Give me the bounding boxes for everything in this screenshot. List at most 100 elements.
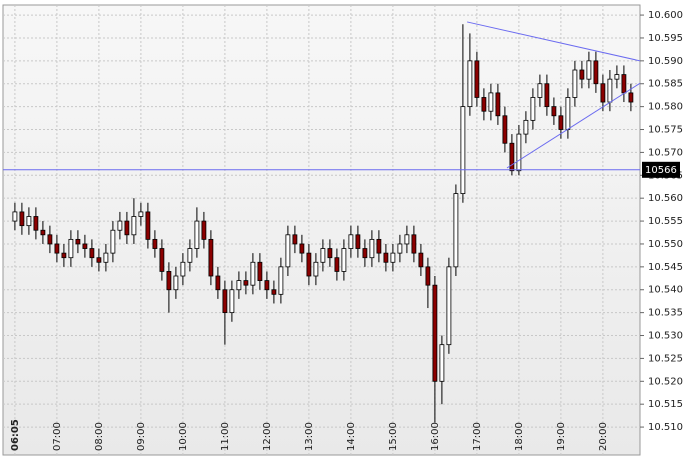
- x-tick-label: 09:00: [136, 422, 147, 451]
- candle-body: [96, 257, 102, 263]
- candle-body: [348, 234, 354, 249]
- candle-body: [432, 284, 438, 382]
- candle-body: [285, 234, 291, 268]
- candle-body: [544, 83, 550, 108]
- x-tick-label: 13:00: [304, 422, 315, 451]
- candle-body: [600, 83, 606, 103]
- candle-body: [565, 97, 571, 130]
- candle-body: [103, 252, 109, 263]
- candle-body: [467, 60, 473, 108]
- candle-body: [523, 119, 529, 135]
- plot-area: [2, 4, 641, 456]
- candle-body: [47, 234, 53, 245]
- candle-body: [89, 248, 95, 259]
- candle-body: [551, 106, 557, 117]
- candle-body: [180, 261, 186, 277]
- candle-body: [621, 74, 627, 94]
- candle-body: [446, 266, 452, 346]
- candle-body: [201, 220, 207, 240]
- candle-body: [418, 252, 424, 268]
- candle-body: [376, 238, 382, 254]
- candle-body: [586, 60, 592, 80]
- x-tick-label: 20:00: [598, 422, 609, 451]
- candle-body: [75, 238, 81, 245]
- candle-body: [355, 234, 361, 249]
- candle-body: [33, 216, 39, 231]
- candle-body: [54, 243, 60, 254]
- candle-body: [159, 248, 165, 272]
- candle-body: [383, 252, 389, 263]
- candle-body: [299, 243, 305, 254]
- x-tick-label: 07:00: [52, 422, 63, 451]
- candle-body: [579, 69, 585, 80]
- y-tick-label: 10.555: [648, 216, 683, 227]
- y-tick-label: 10.560: [648, 193, 683, 204]
- candle-body: [243, 280, 249, 286]
- candle-body: [194, 220, 200, 249]
- candle-body: [404, 234, 410, 245]
- candle-body: [12, 211, 18, 222]
- candle-body: [215, 275, 221, 291]
- y-tick-label: 10.590: [648, 56, 683, 67]
- candle-body: [516, 133, 522, 172]
- candle-body: [152, 238, 158, 249]
- candle-body: [628, 92, 634, 103]
- y-tick-label: 10.530: [648, 331, 683, 342]
- x-tick-label: 08:00: [94, 422, 105, 451]
- y-tick-label: 10.540: [648, 285, 683, 296]
- candle-body: [362, 248, 368, 259]
- candle-body: [173, 275, 179, 291]
- candle-body: [614, 74, 620, 80]
- candle-body: [229, 289, 235, 314]
- x-tick-label: 11:00: [220, 422, 231, 451]
- candle-body: [124, 220, 130, 236]
- candle-body: [68, 238, 74, 259]
- x-tick-label: 06:05: [10, 419, 21, 451]
- candle-body: [278, 266, 284, 295]
- candle-body: [460, 106, 466, 195]
- y-tick-label: 10.525: [648, 353, 683, 364]
- x-tick-label: 12:00: [262, 422, 273, 451]
- y-tick-label: 10.515: [648, 399, 683, 410]
- x-tick-label: 14:00: [346, 422, 357, 451]
- candle-body: [530, 97, 536, 121]
- trendline: [466, 21, 641, 62]
- candle-body: [607, 78, 613, 103]
- y-tick-label: 10.535: [648, 308, 683, 319]
- level-box: [642, 161, 680, 178]
- candle-body: [327, 248, 333, 259]
- y-tick-label: 10.545: [648, 262, 683, 273]
- level-label: 10566: [645, 165, 677, 176]
- y-tick-label: 10.520: [648, 376, 683, 387]
- candle-body: [474, 60, 480, 98]
- x-tick-label: 17:00: [472, 422, 483, 451]
- candle-body: [264, 280, 270, 291]
- y-tick-label: 10.585: [648, 79, 683, 90]
- candle-body: [117, 220, 123, 231]
- candle-body: [145, 211, 151, 240]
- candle-body: [82, 243, 88, 249]
- candle-body: [558, 115, 564, 130]
- candle-body: [390, 252, 396, 263]
- candle-body: [236, 280, 242, 291]
- y-tick-label: 10.600: [648, 10, 683, 21]
- candle-body: [425, 266, 431, 286]
- candle-body: [411, 234, 417, 254]
- candle-body: [313, 261, 319, 277]
- candle-body: [250, 261, 256, 286]
- candle-body: [40, 229, 46, 236]
- candle-body: [334, 257, 340, 272]
- y-tick-label: 10.570: [648, 147, 683, 158]
- candle-body: [502, 115, 508, 144]
- x-tick-label: 19:00: [556, 422, 567, 451]
- trendline: [506, 82, 641, 169]
- candle-body: [320, 248, 326, 263]
- candle-body: [292, 234, 298, 245]
- candle-body: [61, 252, 67, 259]
- y-tick-label: 10.510: [648, 422, 683, 433]
- candle-body: [369, 238, 375, 259]
- candle-body: [26, 216, 32, 227]
- candle-body: [397, 243, 403, 254]
- candle-body: [110, 229, 116, 254]
